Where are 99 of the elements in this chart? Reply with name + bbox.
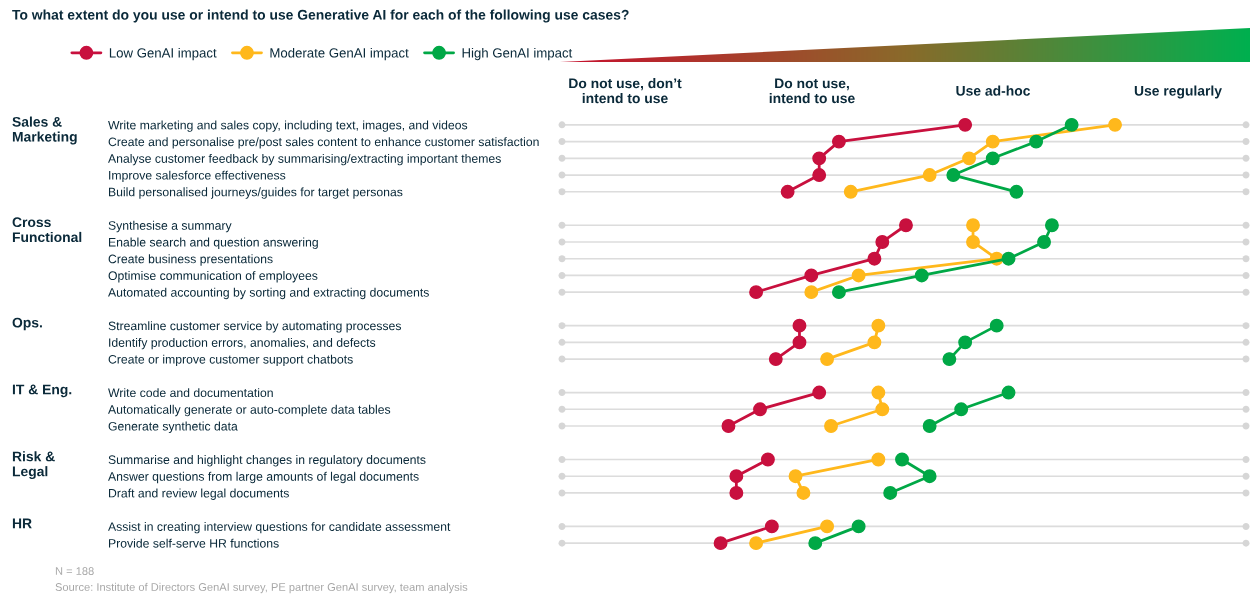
- text: IT & Eng.: [12, 384, 72, 398]
- legend-label: Low GenAI impact: [109, 47, 217, 61]
- text: Cross Functional: [12, 217, 82, 243]
- point: [843, 184, 858, 199]
- point: [804, 268, 819, 283]
- point: [871, 385, 886, 400]
- point: [729, 485, 744, 500]
- y-tick-label: Assist in creating interview questions for candidate assessment: [108, 521, 451, 534]
- point: [875, 235, 890, 249]
- y-tick-label: Answer questions from large amounts of legal documents: [108, 471, 419, 484]
- y-tick-label: Streamline customer service by automating processes: [108, 321, 402, 333]
- point: [1064, 117, 1079, 132]
- point: [942, 352, 957, 367]
- text: Use ad-hoc: [956, 85, 1031, 96]
- point: [780, 184, 795, 199]
- y-tick-label: Create and personalise pre/post sales content to enhance customer satisfaction: [108, 137, 539, 149]
- y-tick-label: Analyse customer feedback by summarising/extracting important themes: [108, 153, 501, 166]
- legend-label: Moderate GenAI impact: [270, 47, 409, 61]
- text: Use regularly: [1134, 85, 1222, 99]
- point: [883, 485, 898, 500]
- point: [922, 469, 937, 484]
- text: Do not use, don’t intend to use: [569, 78, 682, 104]
- point: [808, 536, 823, 551]
- point: [867, 251, 882, 266]
- point: [899, 218, 913, 233]
- point: [768, 352, 783, 367]
- point: [851, 268, 866, 283]
- y-tick-label: Optimise communication of employees: [108, 271, 318, 283]
- y-tick-label: Summarise and highlight changes in regulatory documents: [108, 455, 426, 467]
- y-tick-label: Synthesise a summary: [108, 220, 232, 233]
- point: [958, 117, 973, 132]
- point: [922, 419, 937, 433]
- point: [820, 352, 835, 367]
- point: [985, 134, 1000, 149]
- point: [713, 536, 728, 551]
- point: [962, 151, 977, 166]
- point: [871, 452, 886, 467]
- point: [749, 285, 764, 300]
- point: [792, 335, 807, 350]
- point: [804, 285, 819, 300]
- point: [812, 168, 827, 183]
- point: [824, 419, 838, 433]
- point: [788, 469, 803, 484]
- point: [812, 385, 827, 400]
- point: [1009, 184, 1024, 199]
- y-tick-label: Enable search and question answering: [109, 237, 318, 249]
- point: [954, 402, 969, 417]
- point: [946, 168, 961, 183]
- point: [831, 285, 846, 300]
- point: [875, 402, 890, 417]
- point: [749, 536, 764, 551]
- y-tick-label: Build personalised journeys/guides for target personas: [109, 187, 403, 199]
- point: [753, 402, 767, 417]
- point: [729, 469, 744, 484]
- y-tick-label: Create business presentations: [108, 254, 273, 266]
- point: [966, 218, 980, 233]
- y-tick-label: Identify production errors, anomalies, and defects: [109, 337, 376, 350]
- y-tick-label: Automatically generate or auto-complete data tables: [108, 404, 391, 417]
- point: [989, 318, 1004, 333]
- point: [1037, 235, 1051, 249]
- text: To what extent do you use or intend to use Generative AI for each of the following use cases?: [12, 9, 629, 23]
- point: [867, 335, 882, 350]
- point: [792, 318, 807, 333]
- point: [851, 519, 866, 534]
- point: [764, 519, 779, 534]
- point: [820, 519, 835, 534]
- text: Ops.: [12, 317, 42, 331]
- point: [1044, 218, 1059, 233]
- y-tick-label: Provide self-serve HR functions: [109, 538, 279, 548]
- point: [812, 151, 827, 166]
- point: [796, 485, 811, 500]
- point: [721, 419, 736, 433]
- point: [1001, 251, 1016, 266]
- point: [895, 452, 909, 467]
- legend-label: High GenAI impact: [462, 47, 573, 61]
- point: [914, 268, 929, 283]
- point: [985, 151, 1000, 166]
- point: [1029, 134, 1044, 149]
- y-tick-label: Draft and review legal documents: [109, 488, 289, 500]
- text: N = 188: [55, 567, 94, 575]
- y-tick-label: Improve salesforce effectiveness: [109, 170, 286, 183]
- source-note: Source: Institute of Directors GenAI survey, PE partner GenAI survey, team analysis: [55, 582, 468, 594]
- point: [1001, 385, 1016, 400]
- text: Sales & Marketing: [12, 116, 77, 145]
- y-tick-label: Automated accounting by sorting and extracting documents: [108, 287, 429, 300]
- y-tick-label: Generate synthetic data: [108, 421, 238, 433]
- text: Do not use, intend to use: [769, 78, 855, 104]
- point: [871, 318, 886, 333]
- y-tick-label: Write marketing and sales copy, including text, images, and videos: [108, 120, 468, 132]
- point: [760, 452, 775, 467]
- y-tick-label: Create or improve customer support chatbots: [108, 354, 353, 367]
- y-tick-label: Write code and documentation: [108, 388, 273, 398]
- point: [831, 134, 846, 149]
- point: [958, 335, 973, 350]
- point: [966, 235, 980, 249]
- text: Risk & Legal: [12, 451, 55, 480]
- point: [1108, 117, 1122, 132]
- text: HR: [12, 518, 32, 529]
- point: [922, 168, 937, 183]
